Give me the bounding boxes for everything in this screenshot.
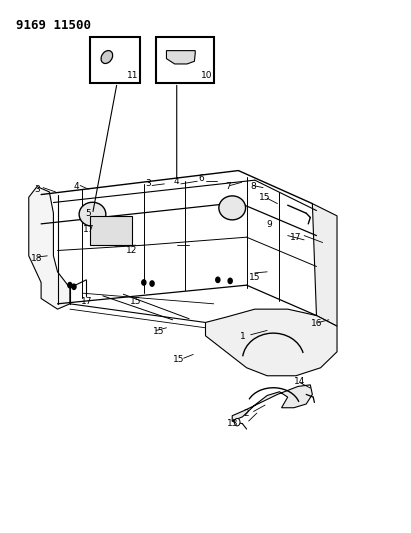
Polygon shape <box>166 51 195 64</box>
Circle shape <box>150 281 154 286</box>
Text: 11: 11 <box>127 71 138 79</box>
Polygon shape <box>312 204 337 326</box>
Text: 15: 15 <box>173 356 185 364</box>
Polygon shape <box>29 187 70 309</box>
Text: 15: 15 <box>152 327 164 336</box>
Circle shape <box>72 284 76 289</box>
Text: 2: 2 <box>244 409 249 417</box>
Polygon shape <box>206 309 337 376</box>
Text: 13: 13 <box>226 419 238 428</box>
Text: 4: 4 <box>174 177 180 185</box>
Text: 16: 16 <box>311 319 322 328</box>
Ellipse shape <box>219 196 245 220</box>
Text: 3: 3 <box>34 185 40 193</box>
Text: 9: 9 <box>266 221 272 229</box>
Circle shape <box>68 282 72 288</box>
Text: 15: 15 <box>259 193 271 201</box>
Text: 5: 5 <box>85 209 91 217</box>
Polygon shape <box>232 385 312 421</box>
Circle shape <box>216 277 220 282</box>
Text: 7: 7 <box>225 182 231 191</box>
Bar <box>90 37 140 83</box>
Text: 18: 18 <box>31 254 43 263</box>
Text: 14: 14 <box>294 377 306 385</box>
Ellipse shape <box>79 203 106 227</box>
Circle shape <box>228 278 232 284</box>
Text: 15: 15 <box>249 273 261 281</box>
Text: 8: 8 <box>250 182 256 191</box>
Text: 10: 10 <box>201 71 212 79</box>
Bar <box>156 37 214 83</box>
Text: 15: 15 <box>130 297 141 305</box>
Ellipse shape <box>101 51 113 63</box>
Text: 12: 12 <box>126 246 137 255</box>
Text: 1: 1 <box>240 333 245 341</box>
Text: 17: 17 <box>290 233 302 241</box>
Text: 3: 3 <box>145 180 151 188</box>
Circle shape <box>234 418 240 426</box>
FancyBboxPatch shape <box>90 216 132 245</box>
Text: 9169 11500: 9169 11500 <box>16 19 91 31</box>
Circle shape <box>142 280 146 285</box>
Text: 4: 4 <box>73 182 79 191</box>
Text: 6: 6 <box>199 174 204 183</box>
Text: 17: 17 <box>83 225 94 233</box>
Text: 17: 17 <box>81 297 92 305</box>
